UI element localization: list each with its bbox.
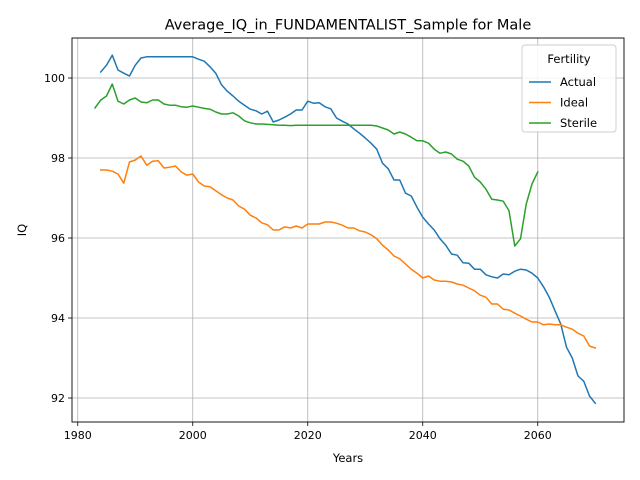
y-axis-label: IQ bbox=[15, 224, 29, 236]
legend-label-ideal: Ideal bbox=[560, 96, 588, 110]
x-axis-label: Years bbox=[332, 451, 363, 465]
series-line-actual bbox=[99, 54, 597, 405]
legend-title: Fertility bbox=[547, 52, 590, 66]
legend-label-sterile: Sterile bbox=[560, 116, 597, 130]
x-tick-label: 1980 bbox=[64, 429, 92, 442]
x-tick-label: 2060 bbox=[524, 429, 552, 442]
y-tick-label: 94 bbox=[51, 312, 65, 325]
plot-frame bbox=[71, 37, 625, 423]
x-tick-label: 2000 bbox=[179, 429, 207, 442]
x-tick-label: 2020 bbox=[294, 429, 322, 442]
axis-ticks: 1980 2000 2020 2040 2060 92 94 96 98 100 bbox=[44, 72, 552, 442]
y-tick-label: 100 bbox=[44, 72, 65, 85]
legend-entries: Actual Ideal Sterile bbox=[529, 75, 597, 130]
legend-label-actual: Actual bbox=[560, 75, 596, 89]
legend: Fertility Actual Ideal Sterile bbox=[521, 44, 617, 133]
series-lines bbox=[93, 54, 597, 405]
y-tick-label: 98 bbox=[51, 152, 65, 165]
chart-title: Average_IQ_in_FUNDAMENTALIST_Sample for … bbox=[165, 18, 532, 34]
series-line-sterile bbox=[93, 83, 539, 247]
y-tick-label: 92 bbox=[51, 392, 65, 405]
y-tick-label: 96 bbox=[51, 232, 65, 245]
x-tick-label: 2040 bbox=[409, 429, 437, 442]
series-line-ideal bbox=[100, 155, 597, 349]
legend-box bbox=[521, 44, 617, 133]
